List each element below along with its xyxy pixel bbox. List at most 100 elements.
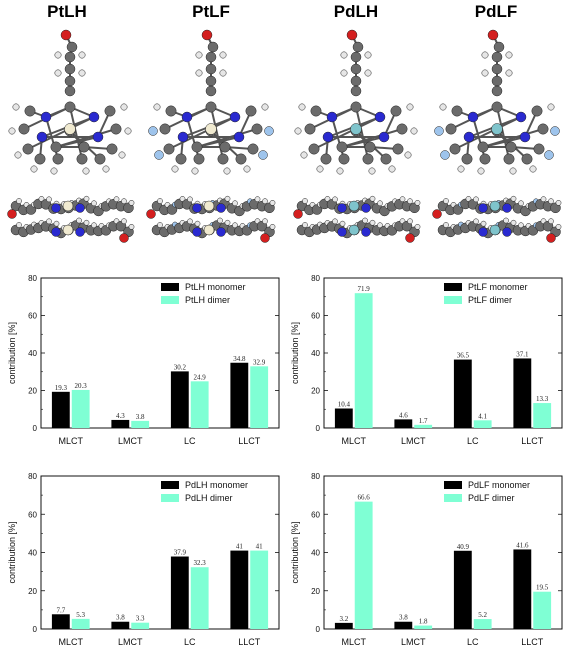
- hydrogen-atom: [407, 218, 413, 225]
- carbon-atom: [491, 85, 503, 97]
- carbon-atom: [64, 75, 76, 87]
- hydrogen-atom: [407, 198, 413, 205]
- y-tick-label: 40: [28, 549, 37, 558]
- ptlh-monomer-structure: [8, 29, 132, 175]
- monomer-bar: [170, 371, 189, 428]
- monomer-bar: [513, 549, 532, 629]
- carbon-atom: [336, 141, 348, 153]
- carbon-atom: [537, 123, 549, 135]
- carbon-atom: [24, 105, 36, 117]
- carbon-atom: [205, 51, 217, 63]
- nitrogen-atom: [192, 227, 202, 237]
- carbon-atom: [66, 41, 78, 53]
- carbon-atom: [78, 141, 90, 153]
- legend-swatch-monomer: [161, 481, 179, 489]
- pdlf-contribution-chart: 0 20 40 60 80 contribution [%] MLCT 3.2 66.6 LMCT…: [290, 472, 563, 647]
- oxygen-atom: [260, 233, 270, 243]
- fluorine-atom: [258, 150, 268, 160]
- header-pdlf: PdLF: [474, 2, 518, 21]
- bar-value-label: 41: [256, 543, 264, 551]
- hydrogen-atom: [54, 51, 62, 59]
- hydrogen-atom: [510, 219, 517, 226]
- hydrogen-atom: [262, 198, 268, 205]
- category-label: LMCT: [401, 436, 426, 446]
- bar-value-label: 4.3: [116, 412, 125, 420]
- fluorine-atom: [264, 126, 274, 136]
- ptlh-contribution-chart: 0 20 40 60 80 contribution [%] MLCT 19.3 20.3 LMC…: [7, 274, 280, 446]
- bar-value-label: 13.3: [536, 395, 549, 403]
- hydrogen-atom: [124, 127, 132, 135]
- nitrogen-atom: [378, 131, 390, 143]
- dimer-bar: [354, 293, 373, 428]
- carbon-atom: [493, 41, 505, 53]
- carbon-atom: [308, 143, 320, 155]
- y-tick-label: 20: [311, 587, 320, 596]
- carbon-atom: [503, 153, 515, 165]
- fluorine-atom: [544, 150, 554, 160]
- nitrogen-atom: [361, 227, 371, 237]
- bar-value-label: 34.8: [233, 355, 246, 363]
- carbon-atom: [76, 153, 88, 165]
- hydrogen-atom: [481, 51, 489, 59]
- y-axis-label: contribution [%]: [290, 322, 300, 384]
- legend-label-dimer: PdLF dimer: [468, 493, 515, 503]
- legend-swatch-dimer: [444, 494, 462, 502]
- nitrogen-atom: [337, 203, 347, 213]
- y-tick-label: 20: [311, 387, 320, 396]
- hydrogen-atom: [510, 195, 517, 202]
- carbon-atom: [159, 123, 171, 135]
- nitrogen-atom: [463, 131, 475, 143]
- carbon-atom: [449, 143, 461, 155]
- monomer-bar: [170, 556, 189, 629]
- nitrogen-atom: [40, 111, 52, 123]
- y-tick-label: 60: [311, 312, 320, 321]
- fluorine-atom: [550, 126, 560, 136]
- bar-value-label: 4.6: [399, 411, 408, 419]
- hydrogen-atom: [298, 103, 306, 111]
- carbon-atom: [235, 153, 247, 165]
- bar-value-label: 37.9: [174, 549, 187, 557]
- hydrogen-atom: [473, 196, 479, 203]
- y-axis-label: contribution [%]: [7, 322, 17, 384]
- hydrogen-atom: [555, 199, 562, 206]
- bar-value-label: 4.1: [478, 412, 487, 420]
- carbon-atom: [531, 105, 543, 117]
- carbon-atom: [94, 153, 106, 165]
- hydrogen-atom: [377, 222, 383, 229]
- bar-value-label: 1.8: [419, 618, 428, 626]
- oxygen-atom: [146, 209, 156, 219]
- y-tick-label: 40: [311, 349, 320, 358]
- hydrogen-atom: [171, 165, 179, 173]
- bar-value-label: 71.9: [358, 285, 371, 293]
- monomer-bar: [51, 391, 70, 428]
- carbon-atom: [34, 153, 46, 165]
- carbon-atom: [104, 105, 116, 117]
- ptlh-dimer-structure: [7, 195, 135, 243]
- hydrogen-atom: [102, 165, 110, 173]
- dimer-bar: [250, 366, 269, 428]
- carbon-atom: [310, 105, 322, 117]
- hydrogen-atom: [91, 200, 97, 207]
- legend-label-dimer: PtLF dimer: [468, 295, 512, 305]
- legend-swatch-dimer: [161, 296, 179, 304]
- monomer-bar: [334, 408, 353, 428]
- hydrogen-atom: [443, 222, 449, 228]
- carbon-atom: [251, 123, 263, 135]
- monomer-bar: [111, 419, 130, 428]
- carbon-atom: [207, 41, 219, 53]
- fluorine-atom: [434, 126, 444, 136]
- hydrogen-atom: [83, 219, 90, 226]
- y-axis-label: contribution [%]: [7, 521, 17, 583]
- y-tick-label: 20: [28, 587, 37, 596]
- metal-atom: [62, 224, 74, 236]
- hydrogen-atom: [46, 196, 52, 203]
- carbon-atom: [22, 143, 34, 155]
- carbon-atom: [533, 143, 545, 155]
- y-tick-label: 0: [316, 625, 321, 634]
- carbon-atom: [64, 101, 76, 113]
- carbon-atom: [205, 85, 217, 97]
- hydrogen-atom: [477, 167, 485, 175]
- bar-value-label: 19.5: [536, 584, 549, 592]
- bar-value-label: 3.8: [399, 614, 408, 622]
- carbon-atom: [396, 123, 408, 135]
